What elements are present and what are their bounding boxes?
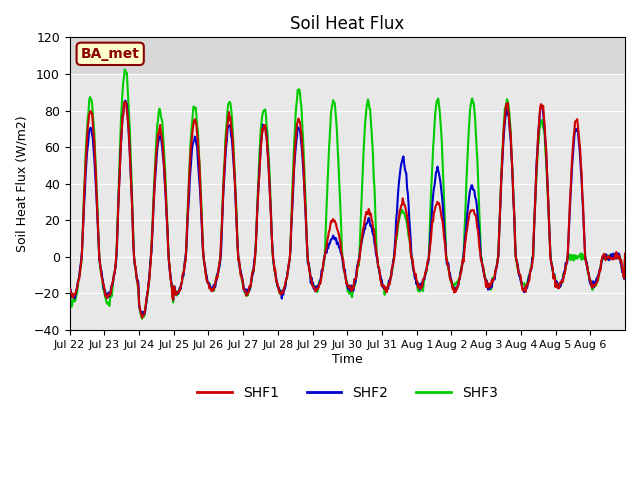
SHF1: [283, 276, 291, 281]
SHF2: [132, 265, 140, 271]
SHF3: [121, 67, 129, 72]
Line: SHF2: SHF2: [70, 101, 625, 315]
SHF3: [437, 127, 445, 133]
SHF3: [621, 253, 629, 259]
SHF1: [132, 264, 140, 270]
SHF3: [262, 111, 269, 117]
SHF2: [437, 185, 445, 191]
SHF3: [406, 241, 414, 247]
Line: SHF3: SHF3: [70, 70, 625, 319]
SHF2: [406, 226, 414, 231]
X-axis label: Time: Time: [332, 352, 363, 366]
SHF3: [138, 316, 146, 322]
SHF1: [262, 132, 269, 138]
SHF2: [283, 275, 291, 281]
SHF1: [138, 315, 146, 321]
Legend: SHF1, SHF2, SHF3: SHF1, SHF2, SHF3: [191, 380, 503, 405]
SHF1: [406, 239, 414, 245]
SHF3: [132, 265, 140, 271]
SHF2: [262, 128, 269, 133]
SHF2: [234, 254, 242, 260]
SHF2: [621, 257, 629, 263]
SHF2: [140, 312, 147, 318]
SHF1: [621, 251, 629, 256]
SHF1: [437, 212, 445, 217]
Y-axis label: Soil Heat Flux (W/m2): Soil Heat Flux (W/m2): [15, 115, 28, 252]
Text: BA_met: BA_met: [81, 47, 140, 61]
SHF3: [234, 255, 242, 261]
Bar: [70, 37, 625, 74]
SHF1: [234, 257, 242, 263]
Line: SHF1: SHF1: [70, 102, 625, 318]
SHF2: [122, 98, 129, 104]
SHF1: [121, 99, 129, 105]
SHF1: [66, 286, 74, 291]
Title: Soil Heat Flux: Soil Heat Flux: [290, 15, 404, 33]
SHF2: [66, 288, 74, 293]
SHF3: [66, 290, 74, 296]
SHF3: [283, 276, 291, 282]
